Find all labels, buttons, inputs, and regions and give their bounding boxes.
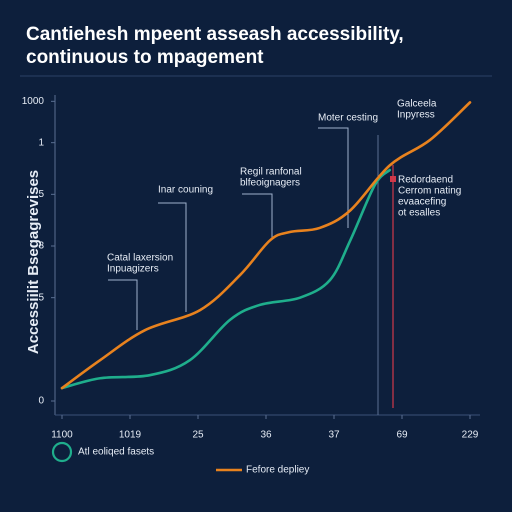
annotation: Inpuagizers: [107, 264, 159, 275]
y-tick-label: 1000: [22, 96, 45, 107]
x-tick-label: 1019: [119, 430, 142, 441]
x-tick-label: 229: [462, 430, 479, 441]
annotation: Inar couning: [158, 185, 213, 196]
x-tick-label: 36: [260, 430, 272, 441]
annotation: Catal laxersion: [107, 253, 173, 264]
marker: [390, 176, 396, 182]
annotation: Cerrom nating: [398, 186, 461, 197]
x-tick-label: 69: [396, 430, 408, 441]
legend-swatch: [51, 441, 73, 463]
series-line: [60, 101, 472, 390]
chart-title: Cantiehesh mpeent asseash accessibility,: [26, 24, 404, 45]
y-tick-label: 1: [38, 137, 44, 148]
annotation: ot esalles: [398, 208, 440, 219]
y-tick-label: 3: [38, 241, 44, 252]
legend-label: Atl eoliqed fasets: [78, 447, 154, 458]
series-line: [60, 168, 392, 390]
legend-label: Fefore depliey: [246, 465, 309, 476]
annotation: Redordaend: [398, 175, 453, 186]
annotation: Regil ranfonal: [240, 167, 302, 178]
y-tick-label: 5: [38, 292, 44, 303]
chart-title: continuous to mpagement: [26, 47, 264, 68]
annotation: evaacefing: [398, 197, 446, 208]
annotation: Moter cesting: [318, 113, 378, 124]
y-tick-label: 0: [38, 396, 44, 407]
y-tick-label: 5: [38, 189, 44, 200]
x-tick-label: 37: [328, 430, 340, 441]
annotation: Galceela: [397, 99, 437, 110]
annotation: Inpyress: [397, 110, 435, 121]
x-tick-label: 1100: [51, 430, 73, 441]
y-axis-label: Accessiilit Bsegagrevises: [25, 170, 42, 354]
annotation: blfeoignagers: [240, 178, 300, 189]
plot: 0 5 3 5 1 1000 1100 1019 25 36 37 69 229 Catal laxers…: [22, 96, 479, 476]
x-tick-label: 25: [192, 430, 204, 441]
